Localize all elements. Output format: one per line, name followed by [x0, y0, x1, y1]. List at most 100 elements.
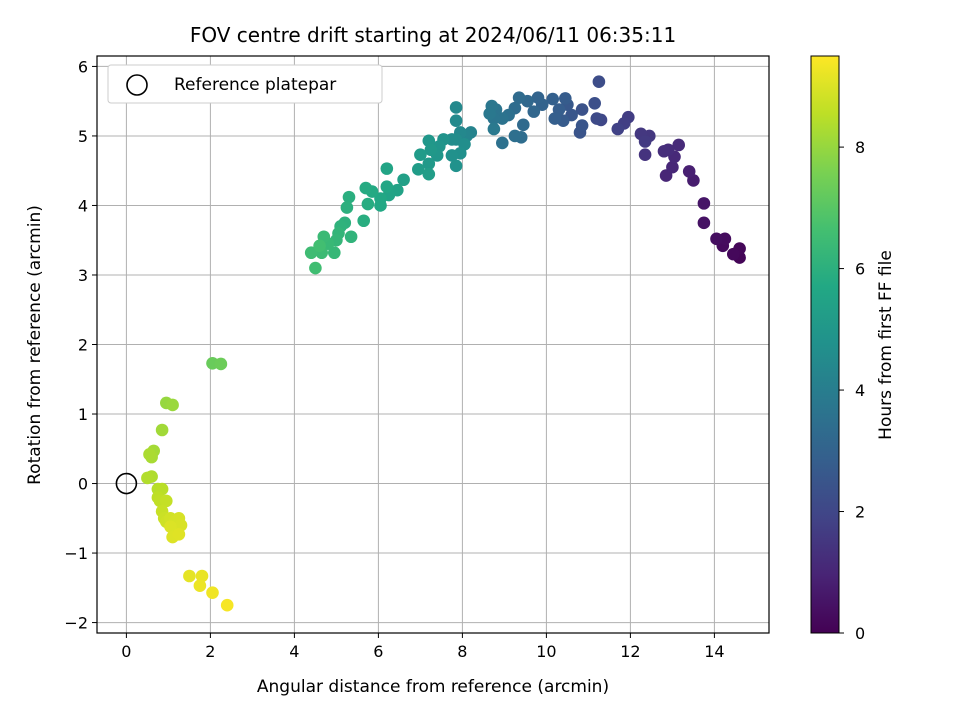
x-tick-label: 14: [704, 642, 724, 661]
x-tick-label: 2: [205, 642, 215, 661]
colorbar-tick-label: 8: [855, 138, 865, 157]
x-tick-label: 8: [457, 642, 467, 661]
scatter-point: [487, 122, 501, 136]
scatter-point: [517, 118, 530, 132]
x-tick-label: 4: [289, 642, 299, 661]
scatter-point: [380, 162, 394, 175]
scatter-point: [590, 112, 604, 125]
scatter-point: [496, 136, 509, 150]
scatter-point: [164, 520, 177, 533]
y-tick-label: 4: [78, 196, 88, 215]
y-axis-label: Rotation from reference (arcmin): [25, 205, 45, 485]
scatter-point: [374, 199, 387, 212]
scatter-point: [575, 119, 589, 132]
scatter-point: [214, 357, 228, 371]
y-tick-label: 0: [78, 475, 88, 494]
scatter-point: [449, 101, 463, 114]
scatter-point: [195, 569, 209, 583]
y-tick-label: 1: [78, 405, 88, 424]
legend-label: Reference platepar: [174, 75, 336, 95]
chart-title: FOV centre drift starting at 2024/06/11 …: [190, 23, 676, 47]
scatter-point: [449, 159, 463, 173]
scatter-point: [697, 197, 711, 210]
scatter-point: [361, 197, 375, 211]
scatter-point: [412, 163, 425, 176]
scatter-point: [666, 160, 679, 174]
legend: Reference platepar: [107, 64, 383, 104]
scatter-point: [483, 107, 497, 120]
scatter-point: [546, 92, 559, 106]
scatter-point: [397, 173, 410, 187]
x-tick-label: 6: [373, 642, 383, 661]
scatter-point: [445, 149, 459, 162]
scatter-point: [359, 181, 373, 195]
scatter-point: [512, 91, 526, 105]
scatter-point: [548, 112, 562, 125]
colorbar-tick-label: 2: [855, 503, 865, 522]
scatter-point: [638, 135, 652, 148]
x-axis-label: Angular distance from reference (arcmin): [257, 677, 609, 697]
colorbar-label: Hours from first FF file: [876, 250, 896, 440]
x-tick-label: 10: [536, 642, 556, 661]
y-tick-label: 2: [78, 336, 88, 355]
scatter-point: [592, 75, 606, 89]
scatter-point: [155, 423, 169, 437]
colorbar-ticks: 0 2 4 6 8: [839, 138, 865, 643]
y-tick-label: 5: [78, 127, 88, 146]
scatter-point: [710, 232, 723, 246]
y-tick-label: −1: [64, 544, 88, 563]
scatter-point: [183, 569, 196, 583]
scatter-point: [340, 201, 354, 214]
scatter-point: [344, 230, 358, 244]
scatter-point: [697, 216, 711, 230]
reference-marker: [115, 472, 138, 495]
colorbar-tick-label: 4: [855, 381, 865, 400]
scatter-point: [657, 144, 671, 158]
x-axis-ticks: 0 2 4 6 8 10 12 14: [121, 633, 725, 661]
scatter-point: [414, 148, 427, 162]
legend-box: [107, 64, 383, 104]
scatter-point: [309, 261, 322, 275]
x-tick-label: 0: [121, 642, 131, 661]
scatter-point: [449, 114, 463, 127]
scatter-point: [588, 96, 601, 110]
colorbar-gradient: [810, 55, 840, 634]
scatter-point: [672, 138, 685, 152]
scatter-point: [160, 494, 173, 508]
scatter-point: [342, 190, 356, 204]
scatter-point: [638, 148, 652, 162]
colorbar-tick-label: 6: [855, 260, 865, 279]
data-points: [141, 75, 746, 612]
scatter-point: [527, 105, 541, 118]
scatter-point: [611, 122, 625, 136]
scatter-point: [143, 448, 156, 461]
y-axis-ticks: −2 −1 0 1 2 3 4 5 6: [64, 57, 97, 633]
y-tick-label: 6: [78, 57, 88, 76]
scatter-point: [357, 214, 371, 228]
legend-marker: [126, 74, 148, 96]
x-tick-label: 12: [620, 642, 640, 661]
scatter-point: [313, 239, 326, 253]
scatter-point: [682, 165, 696, 178]
scatter-point: [422, 167, 436, 181]
scatter-point: [220, 598, 234, 612]
scatter-point: [380, 180, 394, 193]
scatter-point: [141, 471, 154, 485]
scatter-point: [422, 157, 436, 171]
scatter-point: [424, 143, 438, 157]
colorbar: 0 2 4 6 8 Hours from first FF file: [810, 55, 896, 643]
scatter-point: [328, 246, 341, 260]
scatter-point: [559, 92, 572, 105]
colorbar-tick-label: 0: [855, 624, 865, 643]
scatter-point: [166, 398, 179, 412]
grid: [97, 56, 769, 633]
scatter-point: [304, 246, 318, 260]
scatter-point: [727, 247, 740, 261]
scatter-point: [206, 586, 219, 599]
y-tick-label: −2: [64, 614, 88, 633]
scatter-point: [531, 91, 545, 105]
scatter-point: [193, 579, 207, 593]
scatter-point: [508, 129, 522, 143]
scatter-point: [575, 103, 589, 116]
